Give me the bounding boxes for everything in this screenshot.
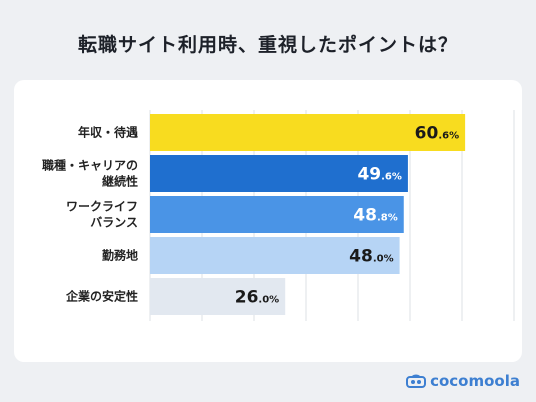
category-label: 年収・待遇	[78, 125, 138, 140]
category-label: ワークライフバランス	[66, 200, 138, 230]
chart-card: 年収・待遇 60.6% 職種・キャリアの継続性 49.6% ワークライフバランス 48.8…	[14, 80, 522, 362]
page-title: 転職サイト利用時、重視したポイントは？	[77, 34, 458, 56]
category-label: 職種・キャリアの継続性	[42, 158, 138, 189]
value-label: 26.0%	[235, 288, 279, 308]
bar-chart: 年収・待遇 60.6% 職種・キャリアの継続性 49.6% ワークライフバランス 48.8…	[42, 110, 515, 321]
bar	[150, 155, 408, 192]
value-label: 49.6%	[357, 165, 401, 185]
value-label: 60.6%	[415, 124, 459, 144]
category-label: 企業の安定性	[65, 289, 138, 304]
value-label: 48.0%	[349, 247, 393, 267]
bar	[150, 196, 404, 233]
category-label: 勤務地	[102, 248, 138, 263]
bar	[150, 278, 286, 315]
brand-name: cocomoola	[430, 372, 520, 390]
bar	[150, 114, 466, 151]
cocomoola-logo-icon	[406, 374, 427, 388]
brand-logo[interactable]: cocomoola	[406, 372, 520, 390]
value-label: 48.8%	[353, 206, 397, 226]
bar	[150, 237, 400, 274]
